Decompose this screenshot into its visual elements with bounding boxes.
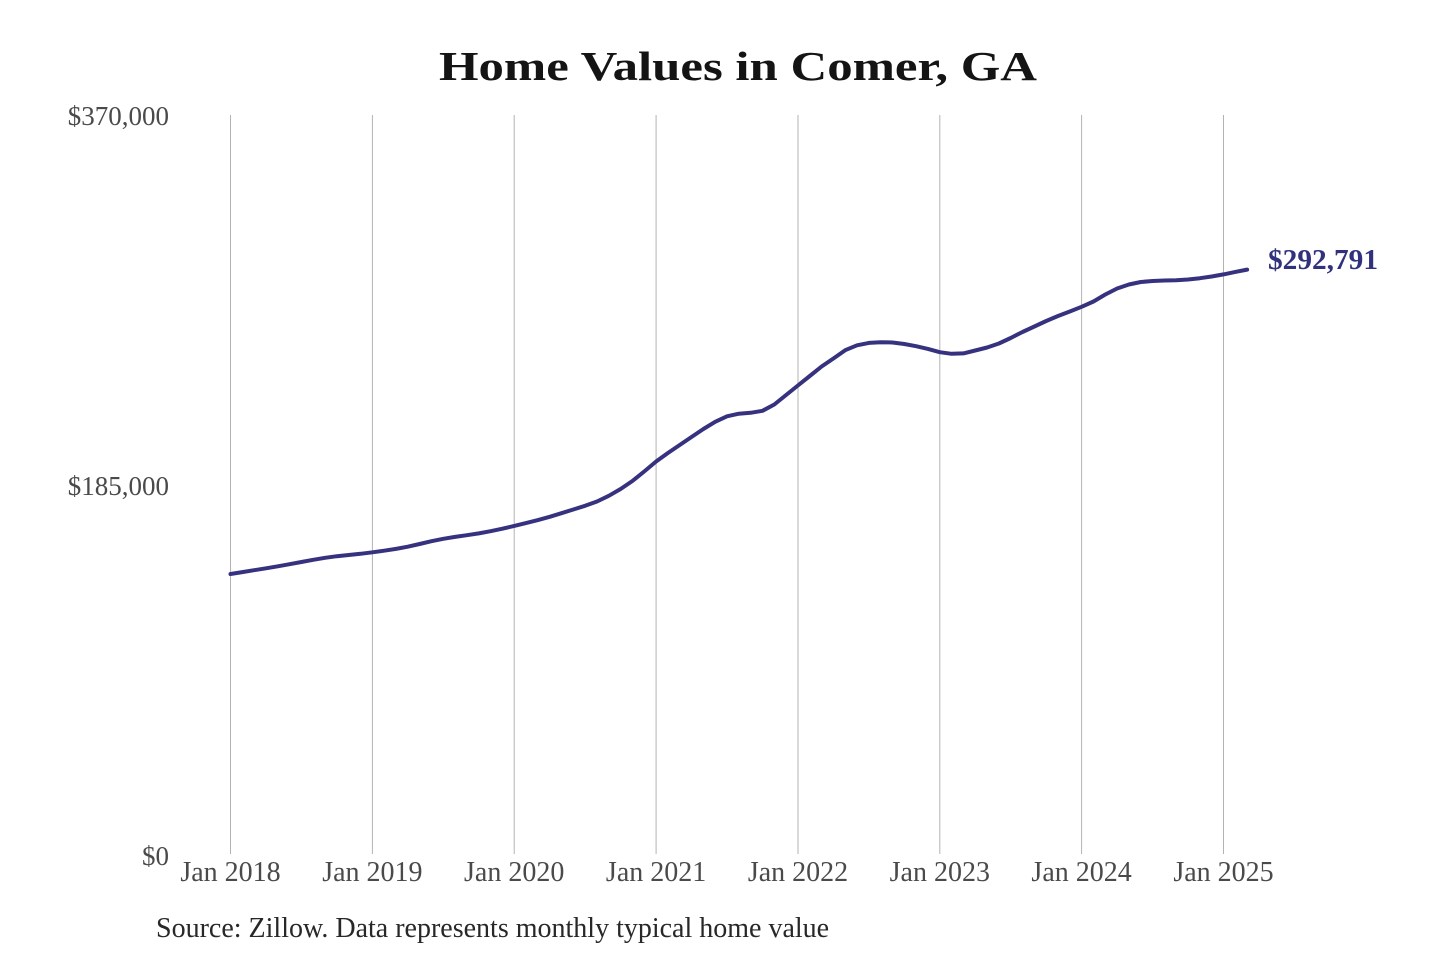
svg-text:Source: Zillow. Data represent: Source: Zillow. Data represents monthly … [156, 913, 829, 944]
svg-text:$0: $0 [142, 841, 169, 871]
svg-text:Jan 2018: Jan 2018 [180, 857, 280, 888]
svg-text:Jan 2022: Jan 2022 [748, 857, 848, 888]
svg-text:Jan 2025: Jan 2025 [1173, 857, 1273, 888]
svg-text:Jan 2024: Jan 2024 [1031, 857, 1131, 888]
svg-text:$370,000: $370,000 [68, 101, 169, 131]
svg-text:Jan 2019: Jan 2019 [322, 857, 422, 888]
svg-text:$185,000: $185,000 [68, 471, 169, 501]
svg-text:Home Values in Comer, GA: Home Values in Comer, GA [439, 43, 1037, 89]
svg-text:$292,791: $292,791 [1268, 244, 1378, 276]
svg-text:Jan 2020: Jan 2020 [464, 857, 564, 888]
svg-text:Jan 2021: Jan 2021 [606, 857, 706, 888]
svg-text:Jan 2023: Jan 2023 [890, 857, 990, 888]
